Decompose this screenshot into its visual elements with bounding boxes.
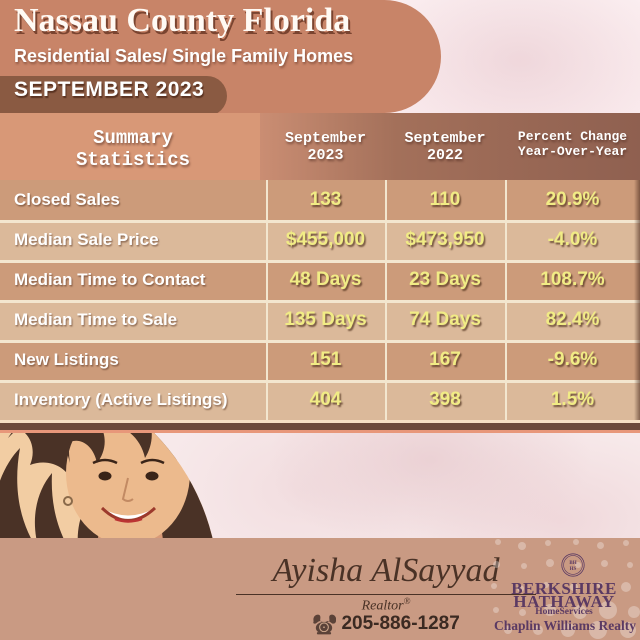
svg-text:BH: BH — [569, 561, 576, 566]
svg-text:HS: HS — [570, 567, 577, 572]
